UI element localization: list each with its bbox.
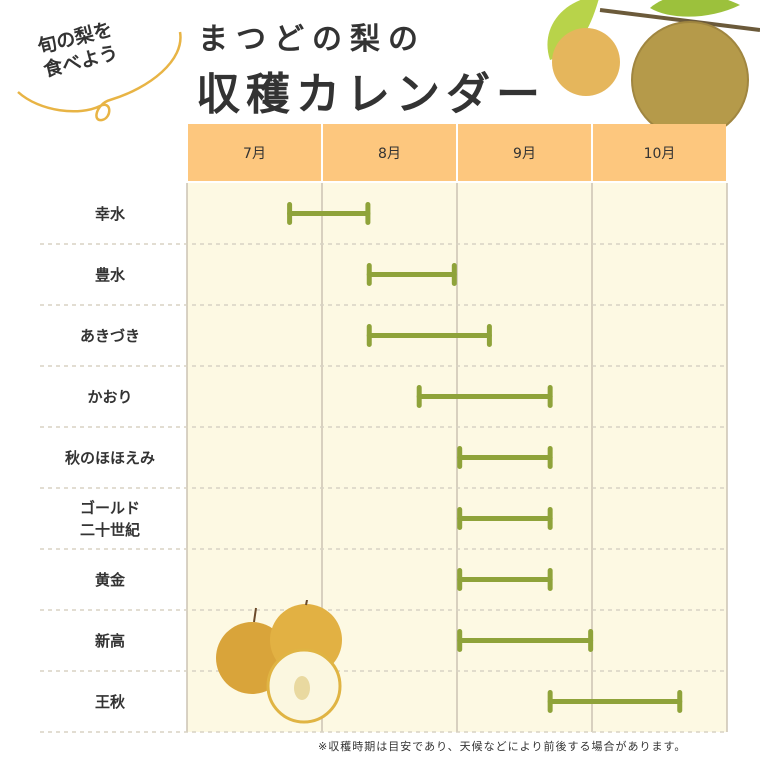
variety-label: かおり: [87, 387, 133, 406]
pear-branch-illustration: [547, 0, 760, 139]
footnote: ※収穫時期は目安であり、天候などにより前後する場合があります。: [318, 740, 687, 753]
variety-label: 豊水: [94, 265, 125, 284]
variety-label: ゴールド 二十世紀: [79, 498, 140, 539]
month-header: 8月: [323, 124, 456, 181]
month-header: 10月: [593, 124, 726, 181]
variety-label: 王秋: [94, 692, 125, 711]
harvest-bar: [457, 446, 553, 469]
variety-label: あきづき: [79, 326, 140, 345]
variety-label: 秋のほほえみ: [64, 448, 155, 467]
month-header: 7月: [188, 124, 321, 181]
decorative-swirl: [17, 31, 182, 122]
variety-label: 黄金: [94, 570, 125, 589]
harvest-bar: [366, 324, 492, 347]
harvest-bar: [547, 690, 683, 713]
harvest-bar: [457, 629, 594, 652]
page-subtitle: まつどの梨の: [198, 22, 426, 57]
variety-label: 新高: [94, 631, 125, 650]
pear-illustration: [216, 600, 342, 724]
harvest-bar: [287, 202, 371, 225]
month-header: 9月: [458, 124, 591, 181]
harvest-bar: [457, 568, 553, 591]
page-title: 収穫カレンダー: [196, 69, 546, 120]
harvest-bar: [366, 263, 457, 286]
harvest-bar: [416, 385, 553, 408]
variety-label: 幸水: [94, 204, 125, 223]
harvest-bar: [457, 507, 553, 530]
